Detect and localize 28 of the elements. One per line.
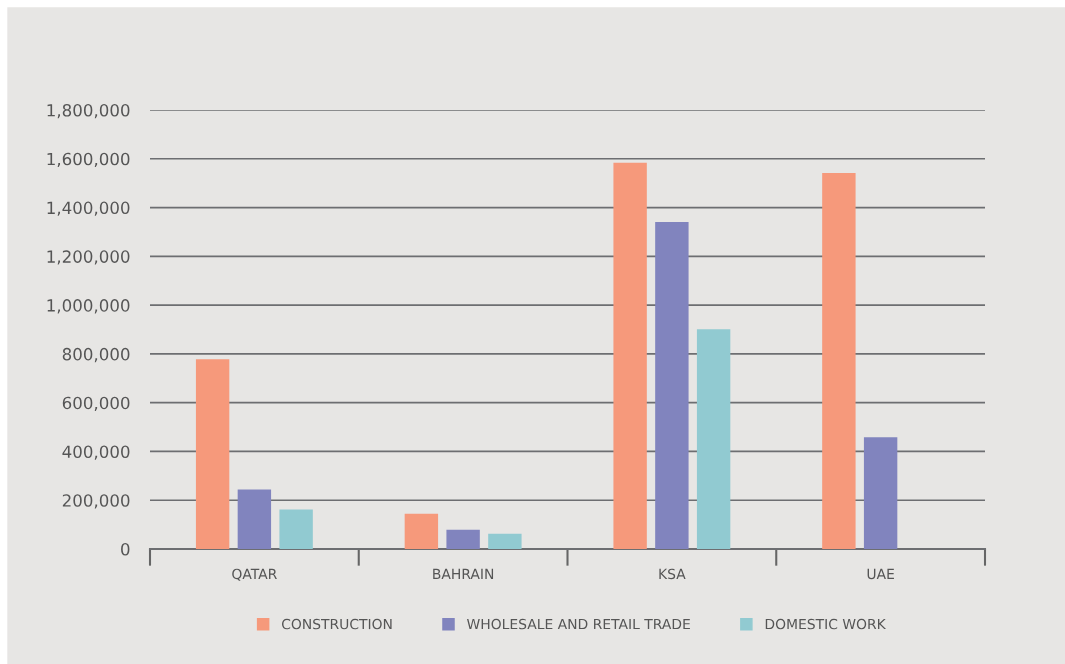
x-tick-label: BAHRAIN	[433, 568, 494, 579]
y-tick-label: 400,000	[62, 445, 130, 460]
bar	[822, 172, 856, 549]
x-tick-label: UAE	[867, 568, 894, 580]
bar	[696, 329, 731, 549]
y-tick-label: 1,800,000	[47, 103, 130, 119]
y-tick-label: 1,400,000	[47, 201, 130, 216]
bar	[237, 489, 272, 549]
x-tick-label: QATAR	[232, 568, 277, 581]
x-tick-label: KSA	[659, 568, 686, 580]
legend-label: CONSTRUCTION	[281, 618, 392, 630]
y-tick-label: 1,600,000	[47, 152, 130, 168]
y-tick-label: 1,200,000	[47, 250, 130, 265]
y-tick-label: 0	[121, 542, 130, 556]
bar	[279, 509, 313, 549]
bar	[655, 221, 689, 549]
bar	[488, 533, 522, 549]
bar	[613, 162, 647, 549]
y-tick-label: 1,000,000	[47, 299, 130, 314]
y-tick-label: 200,000	[62, 494, 130, 509]
y-tick-label: 800,000	[62, 347, 130, 363]
legend-label: WHOLESALE AND RETAIL TRADE	[467, 618, 690, 630]
bar	[404, 513, 439, 549]
bar	[446, 529, 480, 549]
y-tick-label: 600,000	[62, 396, 130, 411]
bar	[195, 359, 230, 549]
bar	[863, 437, 898, 549]
legend-label: DOMESTIC WORK	[765, 618, 887, 630]
